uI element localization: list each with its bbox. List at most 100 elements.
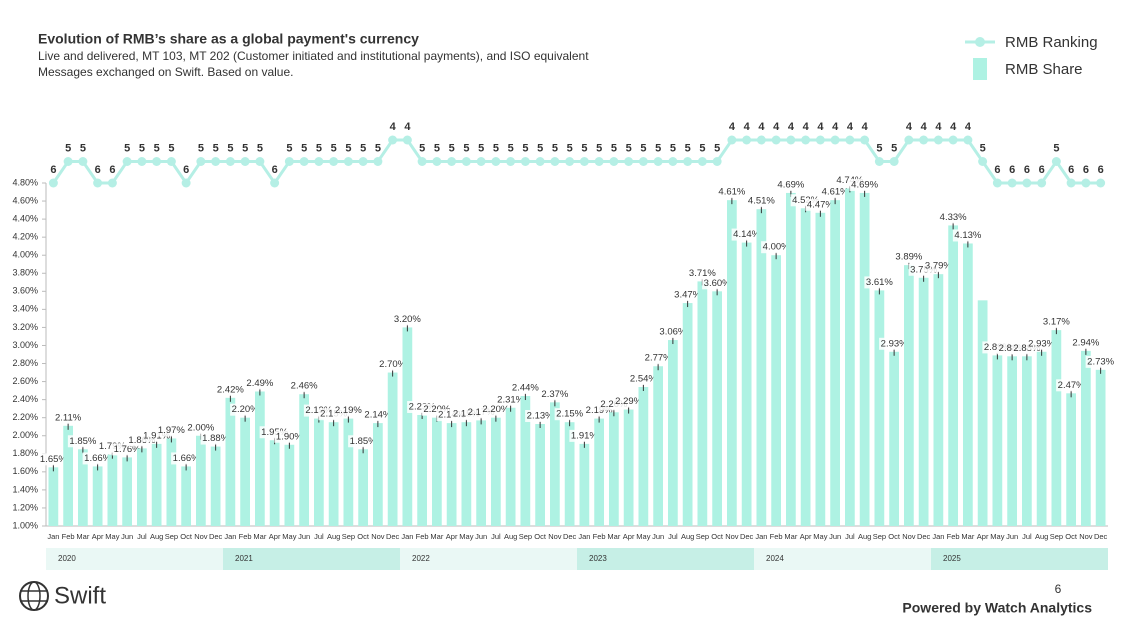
label-bg [112, 443, 143, 456]
x-tick-label: Feb [62, 532, 75, 541]
x-tick-label: Nov [548, 532, 562, 541]
legend-label: RMB Ranking [1005, 34, 1098, 51]
label-bg [362, 409, 393, 422]
data-label: 3.79% [925, 261, 952, 272]
ranking-label: 5 [626, 142, 632, 154]
data-label: 2.37% [541, 389, 568, 400]
ranking-label: 5 [611, 142, 617, 154]
ranking-point [712, 157, 722, 166]
ranking-point [978, 157, 988, 166]
x-tick-label: Jul [137, 532, 147, 541]
ranking-point [122, 157, 132, 166]
x-tick-label: Mar [430, 532, 443, 541]
bar [137, 448, 147, 526]
x-tick-label: May [990, 532, 1004, 541]
x-tick-label: Sep [873, 532, 886, 541]
label-bg [746, 195, 777, 208]
x-tick-label: May [105, 532, 119, 541]
bar [859, 192, 870, 526]
x-tick-label: May [813, 532, 827, 541]
ranking-label: 5 [227, 142, 233, 154]
data-label: 2.20% [482, 404, 509, 415]
ranking-point [594, 157, 604, 166]
ranking-label: 5 [316, 142, 322, 154]
x-tick-label: Sep [1050, 532, 1063, 541]
x-tick-label: Feb [239, 532, 252, 541]
ranking-label: 5 [139, 142, 145, 154]
label-bg [849, 178, 880, 191]
ranking-label: 5 [154, 142, 160, 154]
y-tick-label: 4.00% [12, 250, 38, 260]
label-bg [1056, 379, 1087, 392]
x-tick-label: Dec [1094, 532, 1108, 541]
ranking-point [181, 178, 191, 188]
y-tick-label: 1.60% [12, 466, 38, 476]
ranking-point [904, 135, 914, 145]
x-tick-label: Dec [740, 532, 754, 541]
ranking-label: 4 [817, 121, 824, 133]
y-tick-label: 3.00% [12, 340, 38, 350]
x-tick-label: Dec [917, 532, 931, 541]
ranking-point [815, 135, 825, 145]
data-label: 4.69% [777, 179, 804, 190]
ranking-label: 4 [935, 121, 942, 133]
x-tick-label: Mar [784, 532, 797, 541]
y-tick-label: 1.40% [12, 484, 38, 494]
ranking-point [771, 135, 781, 145]
ranking-point [786, 135, 796, 145]
x-tick-label: Jan [932, 532, 944, 541]
ranking-label: 5 [493, 142, 499, 154]
ranking-point [284, 157, 294, 166]
data-label: 2.31% [497, 394, 524, 405]
ranking-point [919, 135, 929, 145]
logo-text: Swift [54, 582, 106, 609]
bar [122, 457, 132, 526]
ranking-point [343, 157, 353, 166]
bar [520, 396, 531, 526]
ranking-label: 4 [788, 121, 795, 133]
label-bg [628, 372, 659, 385]
ranking-label: 4 [965, 121, 972, 133]
label-bg [672, 289, 703, 302]
bar [284, 444, 295, 526]
label-bg [1041, 316, 1072, 329]
ranking-label: 5 [463, 142, 469, 154]
ranking-point [78, 157, 88, 166]
x-tick-label: Feb [416, 532, 429, 541]
footer: Powered by Watch Analytics [902, 600, 1092, 616]
ranking-label: 6 [1068, 164, 1074, 176]
ranking-label: 5 [670, 142, 676, 154]
x-tick-label: Apr [92, 532, 104, 541]
data-label: 1.85% [69, 436, 96, 447]
ranking-label: 5 [640, 142, 646, 154]
ranking-point [137, 157, 147, 166]
x-tick-label: Oct [357, 532, 370, 541]
ranking-point [668, 157, 678, 166]
ranking-point [506, 157, 516, 166]
y-tick-label: 2.20% [12, 412, 38, 422]
legend-swatch [973, 58, 987, 80]
ranking-label: 6 [50, 164, 56, 176]
ranking-label: 5 [419, 142, 425, 154]
data-label: 4.00% [763, 242, 790, 253]
data-label: 4.61% [718, 187, 745, 198]
label-bg [171, 452, 202, 465]
label-bg [67, 435, 98, 448]
label-bg [185, 421, 216, 434]
bar [815, 212, 826, 526]
data-label: 2.19% [586, 405, 613, 416]
bar [181, 466, 191, 526]
data-label: 4.33% [940, 212, 967, 223]
x-tick-label: Jan [401, 532, 413, 541]
data-label: 2.15% [556, 409, 583, 420]
x-tick-label: Aug [504, 532, 517, 541]
year-label: 2020 [58, 554, 76, 563]
ranking-point [609, 157, 619, 166]
x-tick-label: Sep [696, 532, 709, 541]
x-tick-label: Jun [1006, 532, 1018, 541]
data-label: 2.47% [1058, 380, 1085, 391]
ranking-label: 6 [1009, 164, 1015, 176]
ranking-point [240, 157, 250, 166]
bar [668, 340, 678, 526]
year-label: 2024 [766, 554, 784, 563]
